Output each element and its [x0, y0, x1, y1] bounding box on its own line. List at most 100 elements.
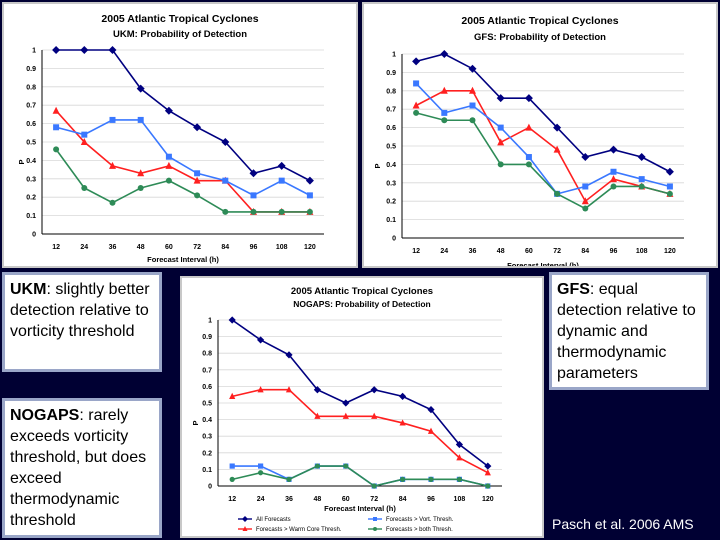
nogaps-note: NOGAPS: rarely exceeds vorticity thresho… [2, 398, 162, 538]
data-point [193, 176, 201, 184]
series-line [232, 388, 489, 474]
series-both-thresh [229, 463, 491, 489]
data-point [440, 50, 449, 58]
x-axis-label: Forecast Interval (h) [507, 261, 579, 266]
data-point [137, 185, 144, 191]
series-all-forecasts [228, 316, 492, 470]
ukm-chart-panel: 2005 Atlantic Tropical Cyclones UKM: Prob… [2, 2, 358, 268]
legend-label: Forecasts > both Thresh. [386, 527, 453, 533]
x-tick-label: 36 [109, 244, 117, 251]
y-tick-label: 0.3 [26, 176, 36, 183]
data-point [427, 406, 435, 414]
data-point [109, 116, 116, 123]
nogaps-chart-panel: 2005 Atlantic Tropical Cyclones NOGAPS: P… [180, 276, 544, 538]
x-tick-label: 12 [412, 248, 420, 255]
data-point [610, 175, 617, 183]
data-point [428, 476, 434, 482]
data-point [165, 177, 172, 184]
data-point [257, 386, 264, 393]
data-point [441, 117, 448, 124]
data-point [370, 386, 378, 394]
data-point [456, 476, 462, 482]
data-point [581, 197, 589, 205]
data-point [194, 192, 201, 199]
series-line [231, 319, 489, 467]
y-tick-label: 1 [32, 48, 36, 55]
legend-label: Forecasts > Warm Core Thresh. [256, 527, 342, 533]
y-tick-label: 0.1 [26, 213, 36, 220]
data-point [342, 399, 350, 407]
y-tick-label: 0.8 [386, 88, 396, 95]
y-tick-label: 0.3 [386, 180, 396, 187]
y-tick-label: 0.7 [26, 103, 36, 110]
data-point [400, 476, 406, 482]
data-point [221, 138, 230, 146]
data-point [469, 117, 476, 124]
x-tick-label: 48 [497, 248, 505, 255]
legend-marker [373, 527, 377, 531]
gfs-chart-panel: 2005 Atlantic Tropical Cyclones GFS: Prob… [362, 2, 718, 268]
data-point [229, 476, 235, 482]
y-tick-label: 0.7 [386, 107, 396, 114]
data-point [485, 483, 491, 489]
ukm-note-text: : slightly better detection relative to … [10, 281, 150, 340]
series-line [415, 90, 671, 203]
legend-marker [242, 516, 248, 522]
ukm-note-lead: UKM [10, 281, 47, 298]
data-point [413, 80, 420, 87]
data-point [581, 153, 590, 162]
legend-label: All Forecasts [256, 517, 291, 523]
data-point [137, 116, 144, 123]
data-point [371, 483, 377, 489]
chart-title-line-1: 2005 Atlantic Tropical Cyclones [461, 15, 618, 27]
data-point [399, 392, 407, 400]
data-point [637, 153, 646, 162]
y-tick-label: 0.8 [202, 351, 212, 358]
data-point [413, 109, 420, 116]
data-point [222, 177, 229, 184]
x-tick-label: 120 [664, 248, 676, 255]
data-point [468, 64, 477, 73]
data-point [497, 138, 505, 146]
series-vort-thresh [53, 116, 313, 199]
data-point [306, 192, 313, 199]
x-tick-label: 48 [137, 244, 145, 251]
data-point [314, 463, 320, 469]
data-point [609, 145, 618, 154]
y-tick-label: 0.2 [202, 450, 212, 457]
data-point [469, 86, 476, 94]
x-tick-label: 24 [440, 248, 448, 255]
x-tick-label: 48 [314, 496, 322, 503]
gfs-note-lead: GFS [557, 281, 590, 298]
data-point [314, 412, 321, 419]
data-point [250, 208, 257, 215]
y-tick-label: 0.5 [202, 401, 212, 408]
y-tick-label: 0.3 [202, 434, 212, 441]
x-tick-label: 72 [370, 496, 378, 503]
data-point [249, 169, 258, 178]
gfs-note: GFS: equal detection relative to dynamic… [549, 272, 709, 390]
data-point [109, 199, 116, 206]
x-tick-label: 96 [427, 496, 435, 503]
legend-marker [242, 526, 248, 531]
data-point [412, 57, 421, 66]
data-point [343, 463, 349, 469]
data-point [456, 454, 463, 461]
data-point [306, 208, 313, 215]
y-tick-label: 0.5 [386, 144, 396, 151]
data-point [665, 167, 674, 176]
ukm-note: UKM: slightly better detection relative … [2, 272, 162, 372]
x-tick-label: 108 [454, 496, 466, 503]
data-point [80, 46, 89, 54]
y-tick-label: 0.5 [26, 140, 36, 147]
data-point [81, 131, 88, 138]
y-axis-label: P [373, 163, 382, 168]
data-point [441, 109, 448, 116]
y-tick-label: 0.7 [202, 367, 212, 374]
x-tick-label: 60 [525, 248, 533, 255]
chart-title-line-1: 2005 Atlantic Tropical Cyclones [101, 13, 258, 25]
y-tick-label: 0.2 [386, 199, 396, 206]
series-line [55, 110, 310, 213]
data-point [194, 170, 201, 177]
y-tick-label: 0.9 [386, 70, 396, 77]
